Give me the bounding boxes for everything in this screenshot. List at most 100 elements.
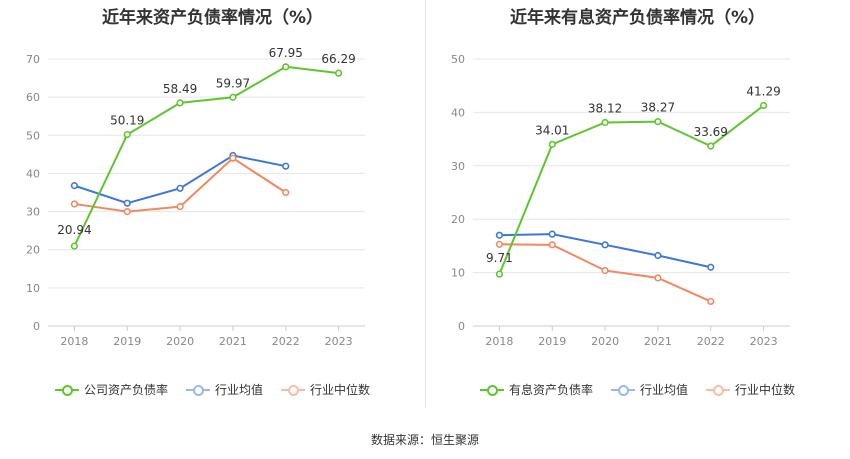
data-label: 58.49: [163, 82, 197, 96]
data-label: 9.71: [486, 251, 513, 265]
data-point: [548, 140, 556, 148]
data-point: [601, 118, 609, 127]
data-point: [229, 93, 237, 101]
data-point: [176, 184, 184, 192]
data-point: [601, 266, 609, 275]
legend-line-icon: [185, 384, 210, 396]
data-label: 50.19: [110, 114, 144, 128]
legend-item-company[interactable]: 有息资产负债率: [479, 381, 593, 398]
legend: 有息资产负债率 行业均值 行业中位数: [425, 381, 850, 398]
data-point: [654, 274, 662, 282]
line-chart-interest-debt-ratio: 0 10 20 30 40 50 2018 2019 2020 2021 2022 2023 9.71 3…: [451, 53, 790, 348]
y-tick-label: 40: [26, 167, 40, 180]
data-label: 67.95: [269, 46, 303, 60]
x-tick-label: 2022: [697, 335, 725, 348]
y-tick-label: 20: [451, 213, 465, 226]
legend-label: 行业中位数: [310, 383, 371, 397]
x-tick-label: 2023: [325, 335, 353, 348]
data-point: [229, 154, 237, 162]
x-tick-label: 2020: [166, 335, 194, 348]
line-chart-debt-ratio: 0 10 20 30 40 50 60 70 2018 2019 2020 2021 2022 2023 2…: [26, 46, 365, 348]
data-point: [70, 200, 79, 208]
data-point: [495, 240, 504, 248]
chart-title: 近年来有息资产负债率情况（%）: [509, 8, 766, 28]
series-line: [498, 104, 765, 275]
y-tick-label: 60: [26, 91, 40, 104]
chart-title: 近年来资产负债率情况（%）: [101, 8, 324, 28]
data-point: [123, 130, 131, 139]
data-point: [707, 297, 715, 306]
legend-label: 有息资产负债率: [508, 383, 593, 397]
data-point: [601, 241, 609, 249]
data-point: [548, 241, 556, 249]
series-line: [73, 65, 339, 247]
data-point: [70, 182, 79, 190]
y-tick-label: 10: [451, 267, 465, 280]
data-point: [654, 251, 662, 260]
x-tick-label: 2019: [113, 335, 141, 348]
y-tick-label: 30: [26, 206, 40, 219]
y-tick-label: 20: [26, 244, 40, 257]
x-tick-label: 2019: [538, 335, 566, 348]
y-tick-label: 10: [26, 282, 40, 295]
legend-label: 行业均值: [214, 383, 263, 397]
data-label: 38.12: [588, 101, 622, 115]
data-point: [548, 230, 556, 238]
data-point: [123, 207, 131, 216]
y-tick-label: 40: [451, 106, 465, 119]
series-line: [499, 233, 711, 269]
y-tick-label: 30: [451, 160, 465, 173]
data-point: [707, 263, 715, 271]
legend-line-icon: [479, 384, 504, 396]
data-label: 59.97: [216, 76, 250, 90]
x-tick-label: 2022: [272, 335, 300, 348]
data-label: 38.27: [641, 101, 675, 115]
legend-item-industry-mean[interactable]: 行业均值: [185, 381, 263, 398]
legend-label: 行业均值: [639, 383, 688, 397]
chart-panel-interest-debt-ratio: 近年来有息资产负债率情况（%） 0 10 20 30 40 50 2018 2019 2020 2…: [425, 0, 850, 410]
data-source-note: 数据来源：恒生聚源: [370, 433, 479, 447]
panel-divider: [425, 0, 426, 408]
x-tick-label: 2018: [60, 335, 88, 348]
data-label: 41.29: [746, 85, 780, 99]
legend-item-company[interactable]: 公司资产负债率: [54, 381, 168, 398]
y-tick-label: 50: [451, 53, 465, 66]
data-point: [759, 101, 768, 110]
data-point: [282, 63, 290, 71]
data-label: 33.69: [694, 125, 728, 139]
data-point: [282, 162, 290, 170]
data-point: [176, 203, 184, 211]
legend-line-icon: [706, 384, 730, 396]
data-label: 66.29: [321, 52, 355, 66]
x-tick-label: 2023: [750, 335, 778, 348]
data-point: [176, 99, 184, 107]
legend-line-icon: [281, 384, 305, 396]
data-point: [70, 242, 79, 250]
legend: 公司资产负债率 行业均值 行业中位数: [0, 381, 425, 398]
y-tick-label: 50: [26, 129, 40, 142]
legend-item-industry-mean[interactable]: 行业均值: [610, 381, 688, 398]
data-label: 20.94: [57, 223, 91, 237]
data-point: [334, 69, 343, 77]
data-point: [495, 270, 504, 278]
legend-line-icon: [610, 384, 635, 396]
legend-item-industry-median[interactable]: 行业中位数: [281, 381, 370, 398]
chart-panel-debt-ratio: 近年来资产负债率情况（%） 0 10 20 30 40 50 60 70 2018 2019 202…: [0, 0, 425, 410]
data-label: 34.01: [535, 123, 569, 137]
data-point: [282, 188, 290, 197]
x-tick-label: 2020: [591, 335, 619, 348]
data-point: [654, 118, 662, 126]
legend-item-industry-median[interactable]: 行业中位数: [706, 381, 795, 398]
legend-label: 公司资产负债率: [83, 383, 168, 397]
data-point: [707, 142, 715, 150]
y-tick-label: 70: [26, 53, 40, 66]
x-tick-label: 2021: [219, 335, 247, 348]
legend-label: 行业中位数: [735, 383, 796, 397]
y-tick-label: 0: [458, 320, 465, 333]
x-tick-label: 2021: [644, 335, 672, 348]
x-tick-label: 2018: [485, 335, 513, 348]
data-point: [495, 231, 504, 239]
legend-line-icon: [54, 384, 79, 396]
data-point: [123, 199, 131, 207]
y-tick-label: 0: [33, 320, 40, 333]
